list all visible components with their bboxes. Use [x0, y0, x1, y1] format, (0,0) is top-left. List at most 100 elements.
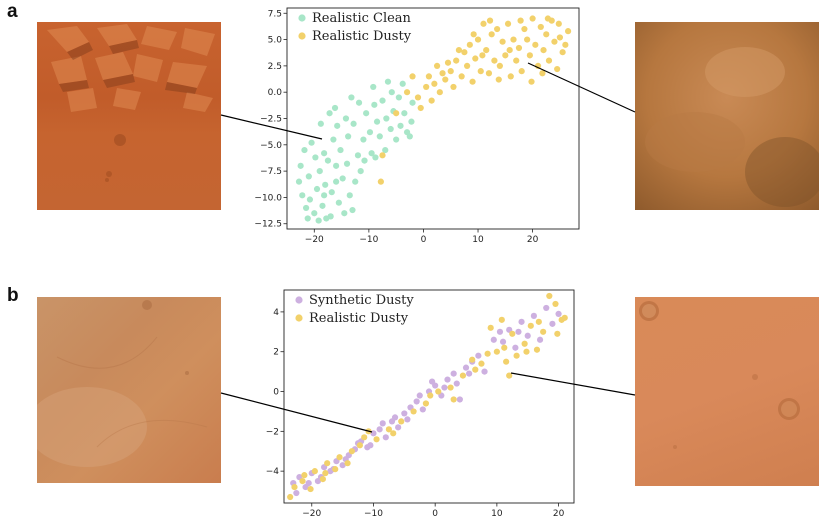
- chart-a-data-point: [545, 57, 553, 64]
- chart-a-data-point: [515, 44, 523, 52]
- chart-a-data-point: [383, 115, 390, 122]
- chart-a-data-point: [306, 196, 314, 203]
- panel-label-a: a: [7, 1, 18, 22]
- chart-a-data-point: [346, 192, 353, 199]
- chart-a-data-point: [447, 68, 454, 75]
- chart-a-data-point: [303, 204, 310, 212]
- chart-b-data-point: [530, 312, 537, 319]
- chart-a-data-point: [361, 157, 368, 164]
- chart-a-data-point: [354, 152, 362, 159]
- chart-b-legend-marker: [295, 314, 303, 322]
- chart-b-data-point: [447, 384, 454, 391]
- chart-b-data-point: [391, 414, 399, 421]
- chart-a-x-tick-label: 20: [527, 235, 539, 245]
- chart-a-data-point: [393, 110, 400, 117]
- chart-a-data-point: [488, 31, 495, 38]
- chart-a-data-point: [316, 168, 323, 175]
- chart-b-data-point: [332, 466, 339, 473]
- chart-b-y-tick-label: 4: [273, 308, 279, 318]
- chart-a-data-point: [466, 41, 473, 48]
- chart-a-data-point: [491, 57, 498, 64]
- chart-b-data-point: [536, 336, 544, 343]
- chart-b-series-0: [290, 304, 562, 497]
- chart-a-data-point: [360, 136, 367, 143]
- chart-b-data-point: [307, 485, 314, 493]
- chart-b-data-point: [450, 396, 457, 403]
- chart-a-data-point: [388, 89, 395, 96]
- chart-b-legend-marker: [295, 296, 303, 304]
- chart-b-data-point: [450, 370, 457, 377]
- chart-b-x-tick-label: −20: [302, 509, 321, 519]
- chart-b-data-point: [361, 434, 368, 441]
- chart-a-data-point: [295, 178, 303, 185]
- chart-a-data-point: [337, 146, 344, 154]
- chart-a-data-point: [532, 41, 539, 48]
- chart-b-data-point: [319, 476, 326, 483]
- chart-b-data-point: [287, 493, 294, 501]
- chart-a-data-point: [555, 20, 562, 27]
- chart-a-data-point: [521, 25, 528, 33]
- chart-b-data-point: [339, 462, 346, 469]
- chart-b-data-point: [305, 479, 312, 487]
- chart-a-data-point: [313, 185, 321, 193]
- chart-b-data-point: [493, 348, 500, 355]
- chart-a-data-point: [472, 55, 479, 62]
- chart-a-y-tick-label: 5.0: [268, 36, 283, 46]
- chart-a-y-tick-label: 2.5: [268, 62, 282, 72]
- chart-a-data-point: [539, 70, 546, 77]
- chart-a-data-point: [352, 178, 359, 185]
- chart-a-data-point: [428, 97, 435, 104]
- chart-b-y-tick-label: −2: [266, 427, 279, 437]
- chart-a-data-point: [376, 133, 383, 140]
- chart-b-data-point: [498, 316, 505, 323]
- chart-b-legend-label: Synthetic Dusty: [309, 293, 414, 308]
- chart-a-data-point: [499, 38, 506, 45]
- chart-b-y-tick-label: 2: [273, 348, 279, 358]
- chart-a-data-point: [403, 89, 411, 96]
- chart-b-data-point: [416, 392, 423, 399]
- chart-a-legend-label: Realistic Clean: [312, 11, 412, 26]
- chart-a-legend-marker: [298, 32, 306, 40]
- chart-a-data-point: [518, 68, 525, 75]
- chart-a-data-point: [348, 94, 355, 101]
- chart-a-data-point: [450, 83, 457, 91]
- chart-b-data-point: [376, 426, 383, 433]
- chart-a-data-point: [363, 110, 370, 117]
- chart-a-data-point: [540, 46, 547, 54]
- chart-a-data-point: [382, 146, 389, 154]
- chart-a-data-point: [395, 94, 402, 101]
- chart-a-y-tick-label: 7.5: [268, 9, 282, 19]
- chart-b-data-point: [481, 368, 488, 375]
- chart-a-data-point: [349, 206, 356, 214]
- chart-a-data-point: [311, 210, 318, 217]
- chart-b-data-point: [390, 430, 397, 437]
- chart-b-data-point: [524, 332, 531, 339]
- chart-a-data-point: [304, 215, 311, 222]
- chart-a-data-point: [414, 94, 422, 101]
- chart-b-data-point: [513, 352, 520, 359]
- chart-b-data-point: [419, 406, 426, 413]
- chart-a-y-tick-label: 0.0: [268, 88, 283, 98]
- chart-a-y-tick-label: −2.5: [260, 115, 282, 125]
- chart-b-data-point: [404, 416, 411, 423]
- chart-b-x-tick-label: −10: [364, 509, 383, 519]
- connector-line-a-left: [220, 114, 323, 140]
- chart-b-data-point: [462, 364, 470, 371]
- chart-b-data-point: [475, 352, 482, 359]
- chart-a-data-point: [370, 83, 377, 91]
- chart-a-data-point: [312, 154, 319, 161]
- chart-b-data-point: [523, 348, 530, 355]
- chart-b-data-point: [301, 472, 308, 479]
- chart-a-data-point: [517, 17, 524, 24]
- chart-a-data-point: [439, 70, 446, 77]
- chart-b-data-point: [466, 370, 473, 377]
- chart-a-data-point: [486, 17, 494, 24]
- chart-a-data-point: [357, 168, 364, 175]
- chart-b-data-point: [344, 460, 351, 467]
- chart-b-data-point: [299, 478, 306, 485]
- chart-a-data-point: [345, 133, 352, 140]
- chart-a-data-point: [556, 34, 563, 41]
- chart-a-legend-label: Realistic Dusty: [312, 29, 412, 44]
- chart-a-data-point: [494, 25, 501, 33]
